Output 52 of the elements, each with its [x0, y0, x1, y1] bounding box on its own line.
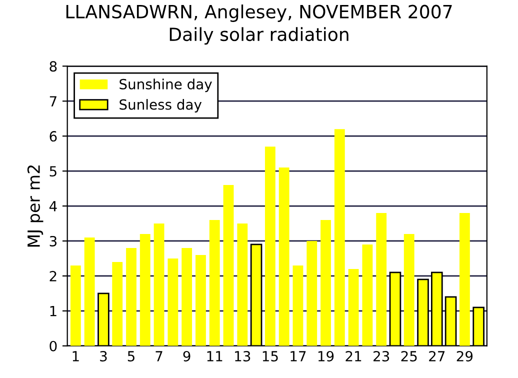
bar [126, 248, 136, 346]
y-tick-label: 5 [50, 166, 56, 177]
y-tick-label: 1 [50, 306, 56, 316]
x-tick-label: 21 [346, 350, 362, 362]
bar [70, 265, 81, 346]
bar [292, 265, 304, 346]
bar [84, 237, 95, 346]
bar [140, 234, 150, 346]
bar [362, 244, 373, 346]
bar [168, 258, 178, 346]
y-tick-label: 7 [50, 96, 56, 106]
x-tick-label: 1 [72, 351, 79, 362]
x-tick-label: 27 [429, 350, 445, 362]
bar [348, 268, 359, 346]
bar [376, 213, 387, 346]
bar [196, 254, 206, 346]
bar [320, 220, 331, 346]
bar [154, 223, 164, 346]
x-tick-label: 3 [100, 350, 107, 362]
x-tick-label: 23 [374, 350, 390, 362]
x-tick-label: 19 [318, 350, 334, 362]
bar [404, 234, 414, 346]
y-tick-label: 0 [50, 340, 57, 352]
bar [209, 220, 220, 346]
chart-subtitle: Daily solar radiation [170, 27, 348, 45]
y-tick-label: 3 [50, 236, 57, 246]
y-tick-label: 8 [50, 61, 57, 72]
y-tick-label: 2 [50, 270, 56, 282]
y-tick-label: 6 [50, 131, 57, 142]
bar [334, 129, 345, 346]
legend-label: Sunshine day [120, 78, 212, 92]
x-tick-label: 5 [128, 351, 134, 362]
bar [112, 262, 123, 346]
bar [459, 213, 470, 346]
x-tick-label: 25 [401, 350, 417, 362]
x-tick-label: 17 [290, 351, 306, 362]
y-tick-label: 4 [49, 201, 57, 212]
x-tick-label: 11 [207, 351, 222, 362]
bar [223, 185, 234, 346]
bar [306, 240, 318, 346]
bar [182, 248, 192, 346]
x-tick-label: 13 [235, 350, 250, 362]
legend-label: Sunless day [120, 99, 202, 112]
bar [278, 168, 290, 346]
bar [237, 223, 248, 346]
x-tick-label: 9 [183, 350, 190, 362]
x-tick-label: 29 [456, 350, 473, 362]
y-axis-title: MJ per m2 [27, 165, 44, 247]
chart-title: LLANSADWRN, Anglesey, NOVEMBER 2007 [66, 4, 452, 22]
x-tick-label: 15 [262, 351, 278, 362]
bar [264, 146, 276, 346]
x-tick-label: 7 [156, 351, 162, 362]
